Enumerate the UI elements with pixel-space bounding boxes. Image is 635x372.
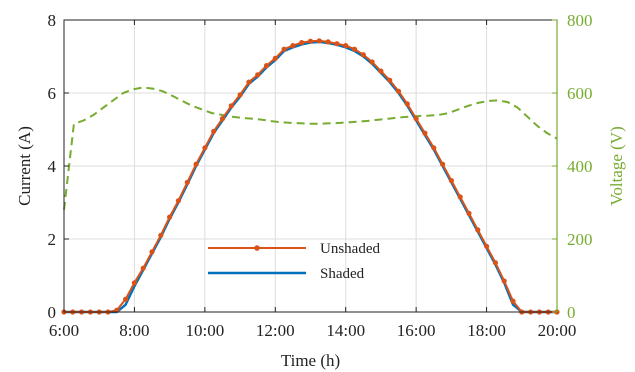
y-right-tick-label: 0 bbox=[567, 303, 576, 322]
unshaded-point bbox=[387, 77, 393, 83]
unshaded-point bbox=[343, 43, 349, 49]
unshaded-point bbox=[131, 280, 137, 286]
y-left-tick-label: 8 bbox=[48, 11, 57, 30]
unshaded-point bbox=[193, 161, 199, 167]
x-tick-label: 12:00 bbox=[256, 321, 295, 340]
y-right-tick-label: 400 bbox=[567, 157, 593, 176]
x-tick-label: 18:00 bbox=[467, 321, 506, 340]
y-axis-left-title: Current (A) bbox=[15, 126, 34, 206]
unshaded-point bbox=[466, 210, 472, 216]
unshaded-point bbox=[255, 72, 261, 78]
y-right-tick-label: 600 bbox=[567, 84, 593, 103]
unshaded-point bbox=[395, 88, 402, 94]
unshaded-point bbox=[351, 46, 358, 52]
x-tick-label: 8:00 bbox=[119, 321, 149, 340]
unshaded-point bbox=[431, 145, 437, 151]
x-tick-label: 10:00 bbox=[185, 321, 224, 340]
legend-unshaded-marker bbox=[254, 245, 260, 251]
legend-shaded-label: Shaded bbox=[320, 266, 365, 282]
unshaded-point bbox=[175, 198, 181, 204]
unshaded-point bbox=[510, 298, 516, 304]
unshaded-point bbox=[184, 179, 190, 185]
unshaded-point bbox=[307, 38, 314, 44]
voltage-series-line bbox=[63, 86, 558, 210]
unshaded-point bbox=[281, 46, 287, 52]
x-tick-label: 14:00 bbox=[326, 321, 365, 340]
unshaded-point bbox=[334, 41, 340, 47]
unshaded-point bbox=[422, 130, 428, 136]
x-tick-label: 16:00 bbox=[397, 321, 436, 340]
unshaded-point bbox=[202, 145, 208, 151]
unshaded-point bbox=[158, 232, 164, 238]
unshaded-point bbox=[299, 40, 305, 46]
unshaded-point bbox=[237, 92, 243, 98]
unshaded-point bbox=[369, 59, 375, 65]
y-left-tick-label: 4 bbox=[48, 157, 57, 176]
x-tick-label: 20:00 bbox=[538, 321, 577, 340]
x-tick-label: 6:00 bbox=[49, 321, 79, 340]
x-axis-title: Time (h) bbox=[281, 351, 340, 370]
unshaded-point bbox=[492, 260, 498, 266]
unshaded-point bbox=[272, 55, 278, 61]
y-left-tick-label: 2 bbox=[48, 230, 57, 249]
unshaded-point bbox=[263, 63, 270, 69]
unshaded-point bbox=[246, 79, 252, 85]
y-left-tick-label: 0 bbox=[48, 303, 57, 322]
legend-unshaded-label: Unshaded bbox=[320, 241, 380, 257]
unshaded-point bbox=[149, 249, 155, 255]
series-layer bbox=[61, 38, 560, 315]
unshaded-point bbox=[360, 52, 366, 58]
unshaded-series-line bbox=[64, 39, 557, 313]
unshaded-point bbox=[501, 278, 507, 284]
shaded-series-line bbox=[64, 40, 557, 314]
unshaded-point bbox=[316, 38, 322, 44]
unshaded-point bbox=[211, 128, 217, 134]
unshaded-point bbox=[440, 161, 446, 167]
unshaded-point bbox=[219, 116, 226, 122]
grid-lines bbox=[64, 20, 557, 312]
unshaded-point bbox=[404, 101, 410, 107]
axis-ticks: 6:00 8:00 10:00 12:00 14:00 16:00 18:00 20:0002… bbox=[48, 11, 593, 340]
unshaded-point bbox=[228, 103, 234, 109]
unshaded-point bbox=[484, 243, 490, 249]
unshaded-point bbox=[325, 39, 331, 45]
unshaded-point bbox=[413, 116, 419, 122]
unshaded-point bbox=[448, 178, 454, 184]
unshaded-point bbox=[290, 43, 296, 49]
legend: Unshaded Shaded bbox=[208, 241, 380, 282]
y-right-tick-label: 200 bbox=[567, 230, 593, 249]
unshaded-point bbox=[457, 194, 463, 200]
unshaded-point bbox=[378, 68, 384, 74]
unshaded-point bbox=[123, 296, 129, 302]
unshaded-point bbox=[140, 265, 146, 271]
unshaded-point bbox=[475, 227, 481, 233]
y-left-tick-label: 6 bbox=[48, 84, 57, 103]
unshaded-point bbox=[167, 214, 173, 220]
y-right-tick-label: 800 bbox=[567, 11, 593, 30]
y-axis-right-title: Voltage (V) bbox=[607, 126, 626, 205]
